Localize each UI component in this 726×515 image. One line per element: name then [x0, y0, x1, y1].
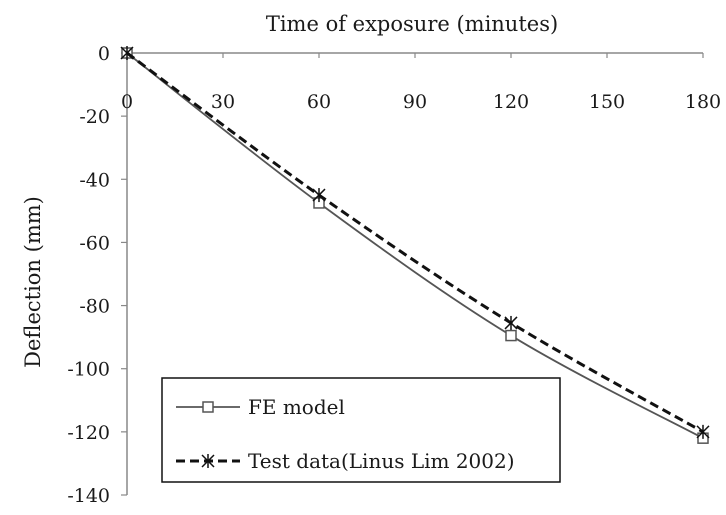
test-data-marker: [120, 46, 134, 60]
legend-box: [161, 377, 561, 483]
test-data-line: [126, 51, 704, 434]
y-tick-label: -100: [67, 359, 110, 381]
x-axis-title: Time of exposure (minutes): [266, 12, 558, 36]
test-data-marker: [696, 424, 710, 439]
legend-label: FE model: [248, 395, 345, 419]
y-tick-labels: 0 -20 -40 -60 -80 -100 -120 -140: [67, 43, 110, 507]
y-tick-label: -120: [67, 422, 110, 444]
legend: FE model Test data(Linus Lim 2002): [161, 377, 561, 483]
y-axis-title: Deflection (mm): [21, 196, 45, 368]
y-tick-label: -40: [79, 169, 110, 191]
y-tick-label: 0: [98, 43, 110, 65]
x-tick-label: 120: [493, 91, 529, 113]
fe-model-marker: [202, 401, 214, 413]
test-data-marker: [504, 315, 518, 330]
test-data-marker: [312, 188, 326, 203]
x-tick-label: 150: [589, 91, 625, 113]
x-tick-label: 0: [121, 91, 133, 113]
y-tick-label: -140: [67, 485, 110, 507]
x-tick-labels: 0 30 60 90 120 150 180: [121, 91, 721, 113]
fe-model-marker: [505, 329, 517, 342]
y-tick-label: -60: [79, 232, 110, 254]
x-tick-label: 60: [307, 91, 331, 113]
x-tick-label: 180: [685, 91, 721, 113]
fe-model-line: [126, 52, 704, 439]
y-tick-label: -80: [79, 296, 110, 318]
x-tick-label: 30: [211, 91, 235, 113]
legend-label: Test data(Linus Lim 2002): [248, 449, 515, 473]
y-tick-label: -20: [79, 106, 110, 128]
test-data-marker: [201, 454, 215, 468]
series-group: [120, 46, 710, 444]
axes: [121, 52, 704, 496]
x-tick-label: 90: [403, 91, 427, 113]
